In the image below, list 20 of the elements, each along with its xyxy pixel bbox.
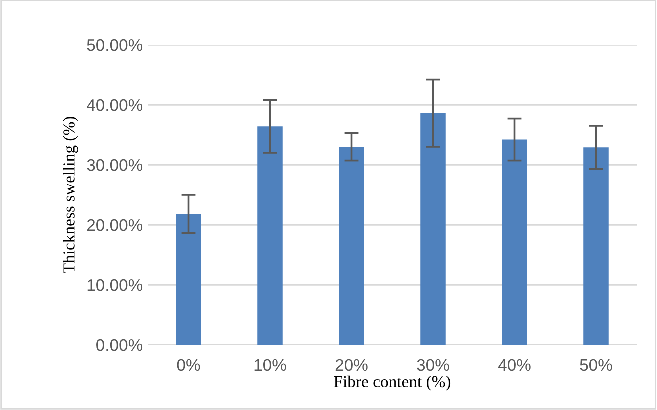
x-tick-label: 40% — [498, 359, 531, 372]
bar — [176, 214, 202, 345]
bar — [502, 140, 528, 345]
y-tick-label: 10.00% — [88, 279, 143, 292]
x-tick-label: 0% — [177, 359, 200, 372]
bar — [584, 148, 609, 345]
bar — [420, 113, 446, 345]
y-tick-label: 20.00% — [87, 219, 143, 232]
x-tick-label: 50% — [580, 359, 612, 372]
x-tick-label: 30% — [417, 359, 450, 372]
y-axis-title: Thickness swelling (%) — [63, 117, 78, 274]
y-tick-label: 0.00% — [96, 339, 143, 352]
bar — [258, 126, 283, 345]
bar — [339, 147, 364, 345]
x-tick-label: 10% — [254, 359, 286, 372]
y-tick-label: 30.00% — [87, 159, 143, 172]
x-axis-title: Fibre content (%) — [334, 376, 451, 391]
y-tick-label: 50.00% — [87, 39, 143, 52]
y-tick-label: 40.00% — [87, 99, 143, 112]
x-tick-label: 20% — [336, 359, 368, 372]
